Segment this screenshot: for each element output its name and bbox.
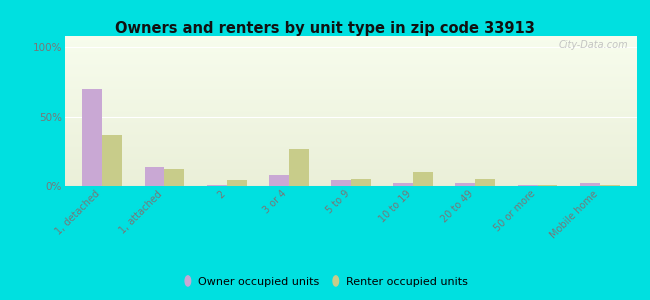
Text: City-Data.com: City-Data.com	[559, 40, 629, 50]
Bar	[475, 179, 495, 186]
Bar	[331, 180, 351, 186]
Bar	[227, 180, 246, 186]
Bar	[456, 183, 475, 186]
Bar	[269, 175, 289, 186]
Bar	[144, 167, 164, 186]
Bar	[289, 148, 309, 186]
Bar	[600, 184, 619, 186]
Bar	[538, 185, 558, 186]
Bar	[351, 179, 371, 186]
Bar	[580, 183, 600, 186]
Bar	[393, 183, 413, 186]
Bar	[207, 184, 227, 186]
Bar	[164, 169, 185, 186]
Bar	[102, 135, 122, 186]
Text: Owners and renters by unit type in zip code 33913: Owners and renters by unit type in zip c…	[115, 21, 535, 36]
Bar	[413, 172, 433, 186]
Bar	[83, 89, 102, 186]
Bar	[517, 185, 538, 186]
Legend: Owner occupied units, Renter occupied units: Owner occupied units, Renter occupied un…	[178, 272, 472, 291]
